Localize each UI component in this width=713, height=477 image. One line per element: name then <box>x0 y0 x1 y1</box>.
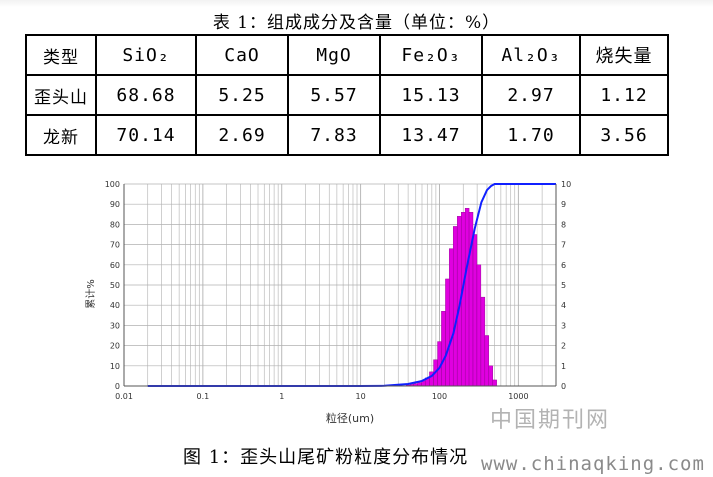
watermark-cn: 中国期刊网 <box>490 408 611 433</box>
table-caption: 表 1：组成成分及含量（单位：%） <box>212 13 501 33</box>
header-mgo: MgO <box>287 34 381 76</box>
y-tick-label: 80 <box>110 220 120 229</box>
table-row: 龙新 70.14 2.69 7.83 13.47 1.70 3.56 <box>25 114 669 156</box>
y2-tick-label: 3 <box>561 321 566 330</box>
histogram-bar <box>472 234 478 387</box>
row-label: 龙新 <box>25 114 97 156</box>
cell-al2o3: 2.97 <box>481 74 581 116</box>
y-tick-label: 40 <box>110 301 120 310</box>
histogram-bar <box>452 226 458 387</box>
header-fe2o3: Fe₂O₃ <box>379 34 483 76</box>
y2-tick-label: 6 <box>561 261 566 270</box>
header-type: 类型 <box>25 34 97 76</box>
y2-tick-label: 8 <box>561 220 566 229</box>
cell-mgo: 5.57 <box>287 74 381 116</box>
cell-loss: 3.56 <box>579 114 669 156</box>
header-loss: 烧失量 <box>579 34 669 76</box>
histogram-bar <box>480 296 486 387</box>
x-tick-label: 1 <box>279 392 284 401</box>
cell-cao: 5.25 <box>195 74 289 116</box>
y-axis-label: 累计% <box>84 279 97 309</box>
histogram-bar <box>449 248 454 387</box>
x-tick-label: 100 <box>432 392 447 401</box>
table-header-row: 类型 SiO₂ CaO MgO Fe₂O₃ Al₂O₃ 烧失量 <box>25 34 669 76</box>
cell-mgo: 7.83 <box>287 114 381 156</box>
y2-tick-label: 7 <box>561 241 566 250</box>
histogram-bar <box>484 335 489 387</box>
figure-caption: 图 1：歪头山尾矿粉粒度分布情况 <box>183 447 469 468</box>
header-cao: CaO <box>195 34 289 76</box>
y-tick-label: 100 <box>105 180 120 189</box>
watermark-url: www.chinaqking.com <box>481 453 705 475</box>
cell-sio2: 70.14 <box>95 114 197 156</box>
y-tick-label: 90 <box>110 200 120 209</box>
histogram-bar <box>476 264 482 387</box>
cell-cao: 2.69 <box>195 114 289 156</box>
y-tick-label: 10 <box>110 362 120 371</box>
histogram-bar <box>417 382 422 387</box>
cell-fe2o3: 13.47 <box>379 114 483 156</box>
y-tick-label: 20 <box>110 342 120 351</box>
header-al2o3: Al₂O₃ <box>481 34 581 76</box>
histogram-bars <box>405 208 497 387</box>
x-tick-label: 1000 <box>508 392 528 401</box>
histogram-bar <box>445 278 450 387</box>
cell-fe2o3: 15.13 <box>379 74 483 116</box>
x-tick-label: 10 <box>356 392 366 401</box>
header-sio2: SiO₂ <box>95 34 197 76</box>
composition-table: 类型 SiO₂ CaO MgO Fe₂O₃ Al₂O₃ 烧失量 歪头山 68.6… <box>25 34 669 156</box>
y2-tick-label: 10 <box>561 180 571 189</box>
y2-tick-label: 9 <box>561 200 566 209</box>
previous-text-fragment <box>0 0 713 7</box>
chart-grid <box>123 183 557 387</box>
histogram-bar <box>488 365 493 387</box>
chart-axes <box>123 184 557 387</box>
x-tick-label: 0.01 <box>115 392 133 401</box>
y-tick-label: 0 <box>115 382 120 391</box>
row-label: 歪头山 <box>25 74 97 116</box>
y-tick-label: 50 <box>110 281 120 290</box>
y-tick-label: 70 <box>110 241 120 250</box>
y2-tick-label: 4 <box>561 301 566 310</box>
histogram-bar <box>461 212 466 387</box>
y2-tick-label: 1 <box>561 362 566 371</box>
y2-tick-label: 2 <box>561 342 566 351</box>
x-tick-label: 0.1 <box>197 392 210 401</box>
cell-al2o3: 1.70 <box>481 114 581 156</box>
particle-size-chart: 0 10 20 30 40 50 60 70 80 90 100 0 1 2 3 4 5 6 7 8 9 10 0.01 0.… <box>80 176 620 432</box>
cell-loss: 1.12 <box>579 74 669 116</box>
histogram-bar <box>441 311 446 387</box>
y2-tick-label: 5 <box>561 281 566 290</box>
histogram-bar <box>464 208 470 387</box>
y-tick-label: 30 <box>110 321 120 330</box>
x-axis-label: 粒径(um) <box>326 411 374 425</box>
table-row: 歪头山 68.68 5.25 5.57 15.13 2.97 1.12 <box>25 74 669 116</box>
y2-tick-label: 0 <box>561 382 566 391</box>
y-tick-label: 60 <box>110 261 120 270</box>
cell-sio2: 68.68 <box>95 74 197 116</box>
histogram-bar <box>492 379 497 387</box>
